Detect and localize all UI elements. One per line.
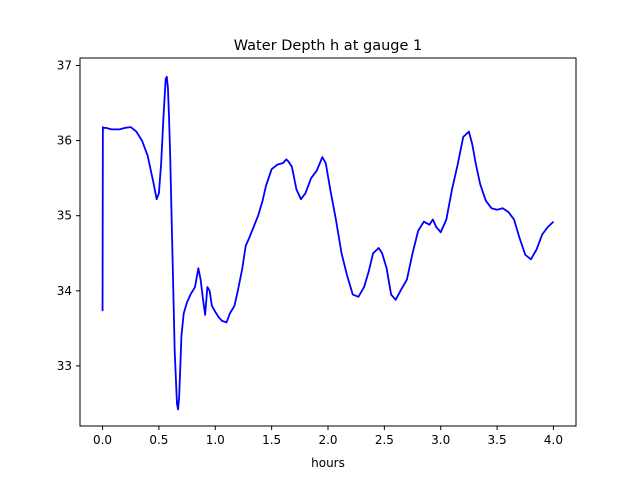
- x-tick-label: 4.0: [544, 433, 563, 447]
- x-axis-ticks: 0.0 0.5 1.0 1.5 2.0 2.5 3.0 3.5 4.0: [93, 426, 563, 447]
- x-tick-label: 0.0: [93, 433, 112, 447]
- y-tick-label: 35: [57, 209, 72, 223]
- x-tick-label: 3.5: [488, 433, 507, 447]
- plot-area: [79, 57, 577, 427]
- y-tick-label: 33: [57, 359, 72, 373]
- y-tick-label: 37: [57, 59, 72, 73]
- chart-title: Water Depth h at gauge 1: [234, 38, 422, 54]
- y-tick-label: 34: [57, 284, 72, 298]
- x-tick-label: 1.5: [262, 433, 281, 447]
- x-tick-label: 0.5: [149, 433, 168, 447]
- x-tick-label: 3.0: [431, 433, 450, 447]
- x-tick-label: 2.5: [375, 433, 394, 447]
- x-tick-label: 2.0: [318, 433, 337, 447]
- y-axis-ticks: 33 34 35 36 37: [57, 59, 80, 373]
- x-axis-label: hours: [311, 456, 345, 470]
- y-tick-label: 36: [57, 134, 72, 148]
- series-line: [101, 75, 555, 411]
- x-tick-label: 1.0: [206, 433, 225, 447]
